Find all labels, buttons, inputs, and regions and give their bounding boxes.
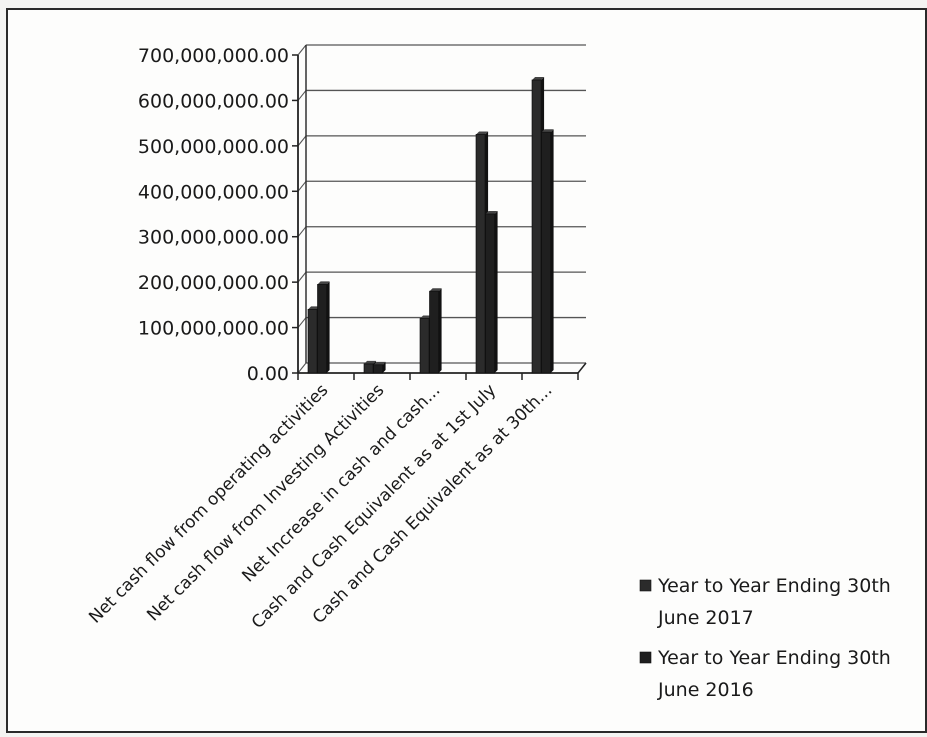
bar <box>419 318 430 374</box>
bar <box>363 363 374 374</box>
bar-top <box>429 288 442 292</box>
legend-label: June 2017 <box>657 607 754 629</box>
bar-side <box>326 281 330 373</box>
gridline-depth <box>297 317 307 328</box>
bar-top <box>317 281 330 285</box>
gridline-depth <box>297 271 307 283</box>
bar-top <box>420 315 433 319</box>
y-tick-label: 200,000,000.00 <box>138 272 289 294</box>
legend-label: Year to Year Ending 30th <box>657 575 891 597</box>
chart-frame <box>6 8 927 733</box>
gridline-depth <box>297 90 307 101</box>
bar-top <box>364 360 377 364</box>
bar <box>541 131 551 374</box>
y-tick-label: 400,000,000.00 <box>138 181 289 203</box>
bar-top <box>373 361 386 365</box>
bar <box>485 213 495 374</box>
y-tick-label: 300,000,000.00 <box>138 227 289 249</box>
bar <box>475 134 486 374</box>
gridline-depth <box>297 135 307 147</box>
bar-top <box>541 129 554 133</box>
bar-top <box>308 306 321 310</box>
legend-swatch <box>639 579 652 592</box>
bar-top <box>532 76 545 80</box>
gridline-depth <box>297 44 307 56</box>
gridline-depth <box>297 362 307 374</box>
legend-label: Year to Year Ending 30th <box>657 647 891 669</box>
bar-side <box>438 288 442 373</box>
bar <box>317 284 327 374</box>
bar <box>429 290 439 374</box>
bar-top <box>485 211 498 214</box>
bar <box>373 364 383 374</box>
gridline-depth <box>297 226 307 238</box>
y-tick-label: 500,000,000.00 <box>138 136 289 158</box>
category-label: Net Increase in cash and cash... <box>238 380 444 586</box>
bar-top <box>476 131 489 135</box>
y-tick-label: 100,000,000.00 <box>138 318 289 340</box>
bar-side <box>550 129 554 373</box>
bar-side <box>382 361 386 373</box>
gridline-depth <box>297 180 307 192</box>
y-tick-label: 0.00 <box>247 363 289 385</box>
legend-swatch <box>639 651 652 664</box>
bar-side <box>494 211 498 373</box>
y-tick-label: 700,000,000.00 <box>138 45 289 67</box>
y-tick-label: 600,000,000.00 <box>138 90 289 112</box>
bar <box>531 79 542 374</box>
legend-label: June 2016 <box>657 679 754 701</box>
bar <box>307 308 318 374</box>
floor-edge <box>577 362 587 374</box>
